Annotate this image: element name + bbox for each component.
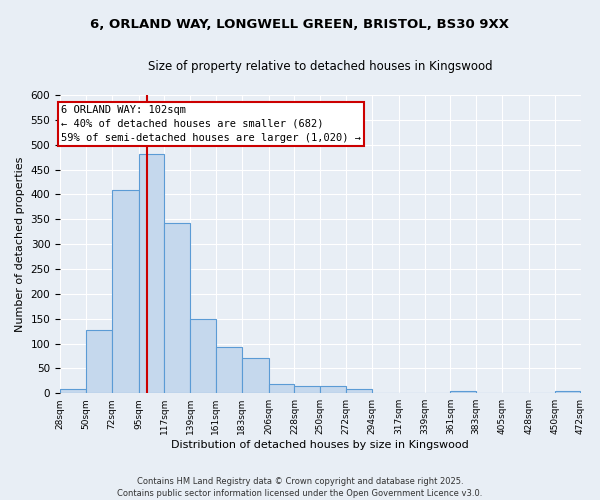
Title: Size of property relative to detached houses in Kingswood: Size of property relative to detached ho…: [148, 60, 493, 73]
Bar: [555, 391, 580, 393]
Text: 6, ORLAND WAY, LONGWELL GREEN, BRISTOL, BS30 9XX: 6, ORLAND WAY, LONGWELL GREEN, BRISTOL, …: [91, 18, 509, 30]
Bar: [112, 190, 139, 393]
Bar: [164, 223, 190, 393]
Bar: [190, 319, 216, 393]
Bar: [86, 330, 112, 393]
Text: Contains HM Land Registry data © Crown copyright and database right 2025.
Contai: Contains HM Land Registry data © Crown c…: [118, 476, 482, 498]
Bar: [320, 386, 346, 393]
Bar: [60, 389, 86, 393]
Bar: [242, 358, 269, 393]
Bar: [346, 389, 372, 393]
Bar: [139, 154, 164, 393]
Bar: [451, 391, 476, 393]
Text: 6 ORLAND WAY: 102sqm
← 40% of detached houses are smaller (682)
59% of semi-deta: 6 ORLAND WAY: 102sqm ← 40% of detached h…: [61, 105, 361, 143]
Bar: [295, 386, 320, 393]
X-axis label: Distribution of detached houses by size in Kingswood: Distribution of detached houses by size …: [172, 440, 469, 450]
Bar: [216, 348, 242, 393]
Bar: [269, 384, 295, 393]
Y-axis label: Number of detached properties: Number of detached properties: [15, 156, 25, 332]
